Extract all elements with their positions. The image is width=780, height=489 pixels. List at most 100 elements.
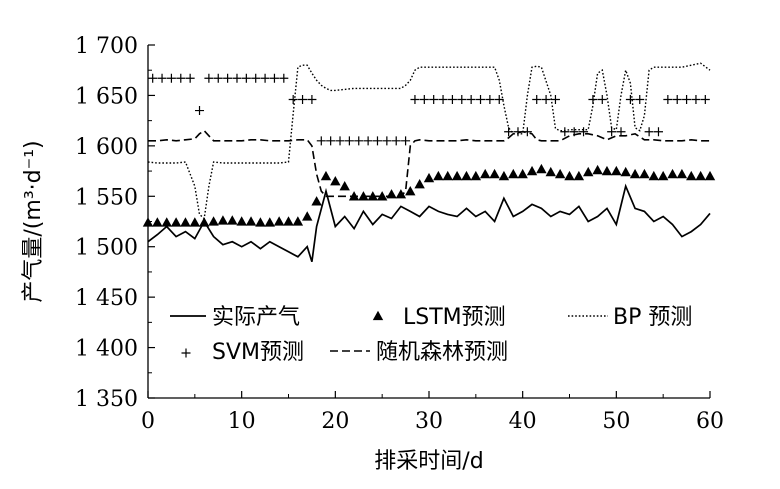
- data-point: [292, 216, 304, 226]
- data-point: [339, 181, 350, 191]
- data-point: [485, 94, 495, 104]
- data-point: [616, 127, 626, 137]
- x-tick-label: 50: [602, 409, 630, 434]
- data-point: [279, 73, 289, 83]
- data-point: [644, 127, 654, 137]
- data-point: [526, 165, 538, 176]
- data-point: [419, 94, 429, 104]
- y-tick-label: 1 350: [75, 387, 138, 412]
- data-point: [423, 172, 435, 183]
- data-point: [208, 216, 219, 226]
- data-point: [148, 73, 158, 83]
- data-point: [536, 163, 547, 174]
- data-point: [367, 191, 378, 201]
- data-point: [451, 170, 463, 181]
- data-point: [494, 94, 504, 104]
- data-point: [639, 168, 650, 179]
- data-point: [217, 215, 229, 225]
- x-tick-label: 30: [415, 409, 443, 434]
- data-point: [657, 170, 669, 181]
- data-point: [686, 170, 697, 181]
- data-point: [311, 196, 322, 206]
- data-point: [236, 216, 247, 226]
- y-tick-label: 1 700: [75, 34, 138, 59]
- data-point: [166, 73, 176, 83]
- data-point: [691, 94, 701, 104]
- data-point: [307, 94, 317, 104]
- data-point: [682, 94, 692, 104]
- data-point: [363, 136, 373, 146]
- data-point: [629, 168, 641, 179]
- data-point: [635, 94, 645, 104]
- data-point: [611, 165, 622, 176]
- legend-swatch: [372, 310, 384, 321]
- data-point: [410, 94, 420, 104]
- data-point: [180, 217, 191, 227]
- data-point: [335, 136, 345, 146]
- data-point: [579, 127, 589, 137]
- data-point: [316, 136, 326, 146]
- data-point: [344, 136, 354, 146]
- legend-label: 随机森林预测: [376, 340, 508, 365]
- data-point: [466, 94, 476, 104]
- data-point: [550, 94, 560, 104]
- data-point: [541, 94, 551, 104]
- data-point: [189, 217, 201, 227]
- series-4: [148, 129, 710, 198]
- data-point: [461, 170, 472, 181]
- data-point: [298, 94, 308, 104]
- data-point: [152, 217, 163, 227]
- data-point: [560, 127, 570, 137]
- data-point: [227, 215, 238, 225]
- data-point: [372, 136, 382, 146]
- series-0: [147, 183, 711, 263]
- data-point: [672, 94, 682, 104]
- y-tick-label: 1 600: [75, 135, 138, 160]
- data-point: [583, 166, 594, 177]
- data-point: [391, 136, 401, 146]
- data-point: [170, 217, 182, 227]
- data-point: [470, 170, 482, 181]
- x-tick-label: 40: [509, 409, 537, 434]
- data-point: [573, 170, 585, 181]
- data-point: [405, 186, 416, 196]
- data-point: [255, 217, 266, 227]
- data-point: [232, 73, 242, 83]
- data-point: [264, 217, 275, 227]
- data-point: [554, 168, 566, 179]
- data-point: [498, 170, 510, 181]
- data-point: [438, 94, 448, 104]
- data-point: [480, 168, 491, 179]
- data-point: [142, 217, 154, 227]
- data-point: [273, 216, 285, 226]
- x-tick-label: 0: [141, 409, 155, 434]
- data-point: [592, 164, 603, 175]
- data-point: [195, 106, 205, 116]
- data-point: [676, 168, 688, 179]
- data-point: [330, 175, 341, 186]
- data-point: [213, 73, 223, 83]
- legend-swatch: [181, 348, 191, 358]
- data-point: [241, 73, 251, 83]
- data-point: [476, 94, 486, 104]
- data-point: [625, 94, 635, 104]
- series-3: [148, 73, 710, 146]
- legend-label: BP 预测: [613, 305, 692, 330]
- legend-label: SVM预测: [212, 340, 304, 365]
- x-tick-label: 20: [321, 409, 349, 434]
- data-point: [442, 170, 453, 181]
- data-point: [354, 136, 364, 146]
- data-point: [185, 73, 195, 83]
- y-axis-label: 产气量/(m³·d⁻¹): [21, 140, 46, 302]
- legend-label: 实际产气: [212, 305, 300, 330]
- data-point: [620, 166, 631, 177]
- data-point: [457, 94, 467, 104]
- data-point: [157, 73, 167, 83]
- data-point: [414, 178, 425, 189]
- data-point: [176, 73, 186, 83]
- data-point: [288, 94, 298, 104]
- data-point: [302, 211, 313, 221]
- y-tick-label: 1 500: [75, 236, 138, 261]
- data-point: [269, 73, 279, 83]
